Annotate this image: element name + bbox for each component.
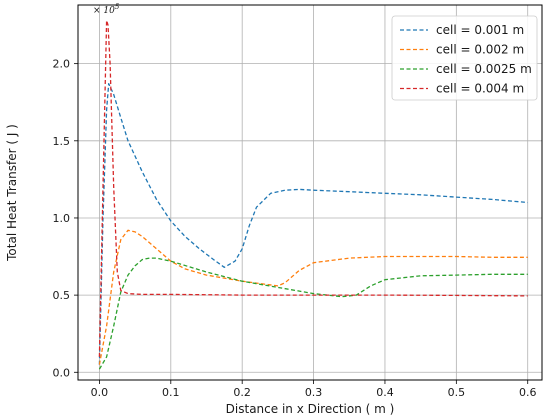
- y-scale-exponent-label: × 105: [93, 3, 120, 16]
- series-line-1: [98, 83, 528, 365]
- x-axis-ticks: 0.0 0.1 0.2 0.3 0.4 0.5 0.6: [91, 380, 537, 399]
- x-tick-label: 0.1: [162, 386, 180, 399]
- x-tick-label: 0.6: [519, 386, 537, 399]
- legend-label: cell = 0.002 m: [436, 43, 524, 57]
- y-tick-label: 0.0: [53, 366, 71, 379]
- x-tick-label: 0.0: [91, 386, 109, 399]
- legend-label: cell = 0.001 m: [436, 23, 524, 37]
- x-tick-label: 0.4: [376, 386, 394, 399]
- x-tick-label: 0.5: [448, 386, 466, 399]
- x-tick-label: 0.3: [305, 386, 323, 399]
- y-tick-label: 1.5: [53, 135, 71, 148]
- y-axis-label: Total Heat Transfer ( J ): [5, 124, 19, 262]
- series-line-2: [98, 229, 528, 365]
- y-tick-label: 2.0: [53, 58, 71, 71]
- series-line-4: [98, 19, 528, 357]
- series-lines: [98, 19, 528, 370]
- series-line-3: [98, 257, 528, 370]
- y-tick-label: 1.0: [53, 212, 71, 225]
- plot-frame: [77, 4, 543, 381]
- y-tick-label: 0.5: [53, 289, 71, 302]
- legend-label: cell = 0.0025 m: [436, 62, 532, 76]
- x-tick-label: 0.2: [233, 386, 251, 399]
- x-axis-label: Distance in x Direction ( m ): [226, 402, 395, 416]
- legend-box: [391, 15, 538, 101]
- y-axis-ticks: 0.0 0.5 1.0 1.5 2.0: [53, 58, 78, 379]
- legend-label: cell = 0.004 m: [436, 82, 524, 96]
- legend: cell = 0.001 m cell = 0.002 m cell = 0.002…: [391, 15, 538, 101]
